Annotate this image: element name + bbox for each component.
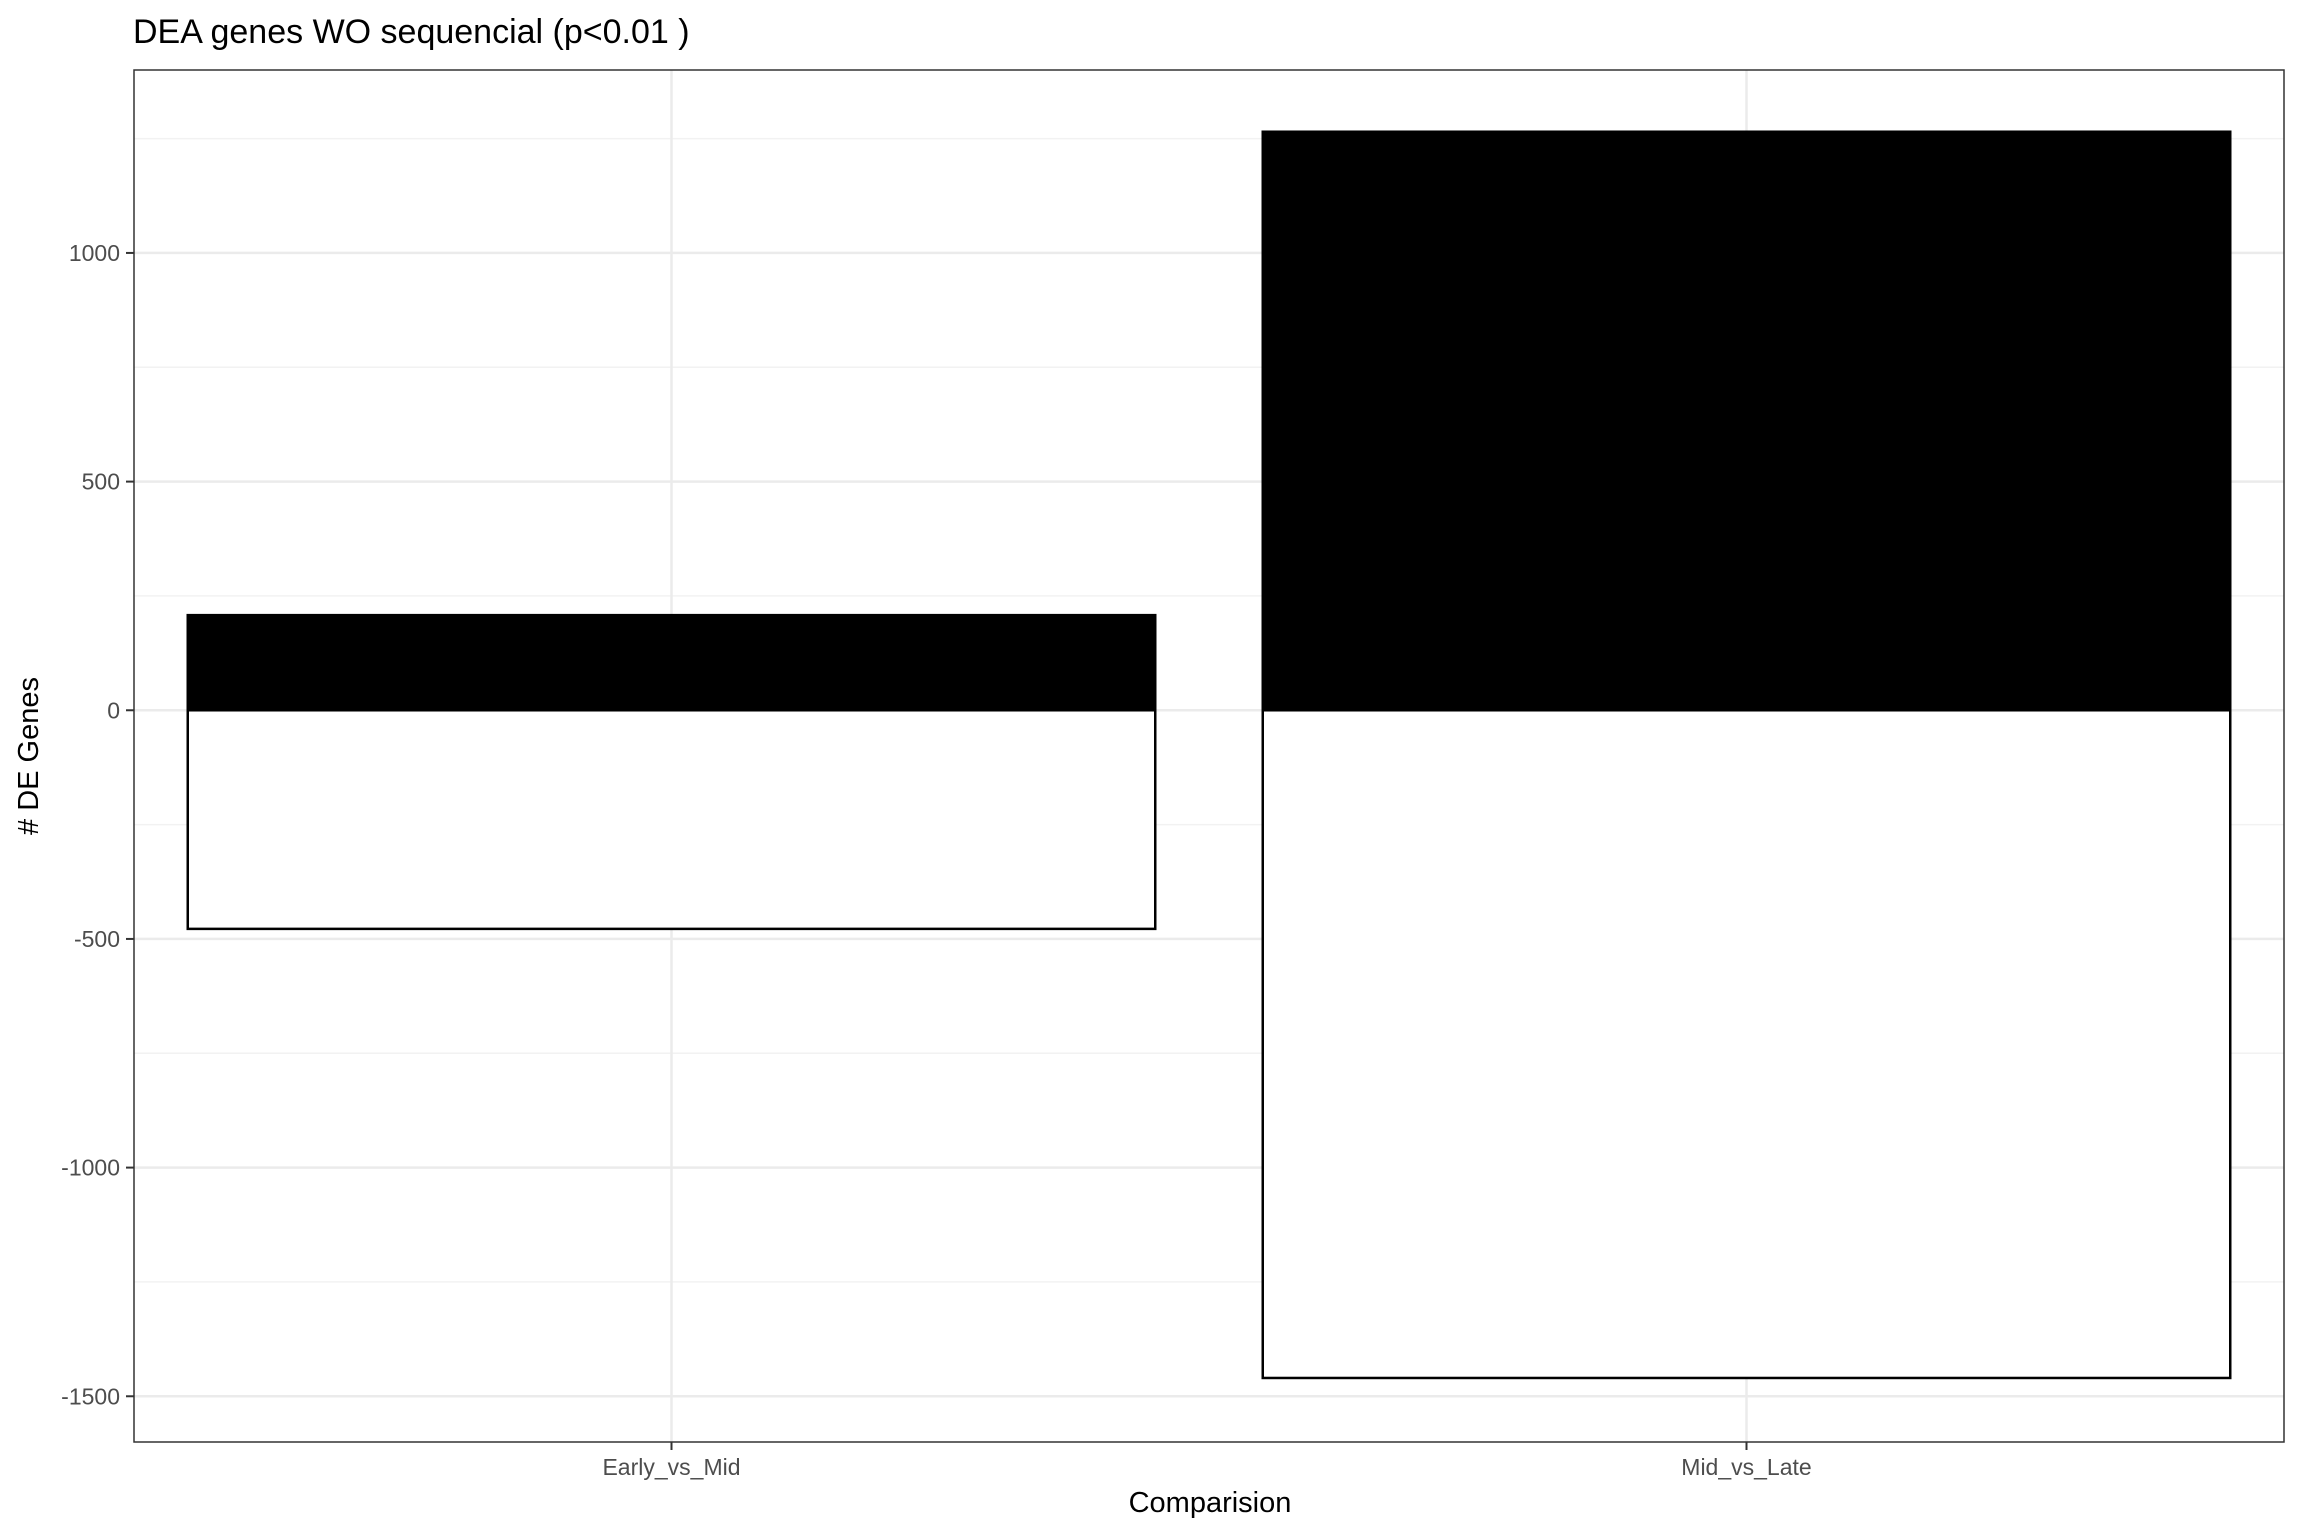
y-axis: -1500 -1000 -500 0 500 1000 <box>61 240 134 1409</box>
bar-Early_vs_Mid-up <box>186 613 1157 712</box>
bar-Early_vs_Mid-down <box>186 709 1157 931</box>
panel-border <box>133 69 2285 1443</box>
y-tick-label: 1000 <box>69 240 120 266</box>
chart-title: DEA genes WO sequencial (p<0.01 ) <box>133 13 690 51</box>
bar-Mid_vs_Late-up <box>1261 130 2232 712</box>
y-tick-label: -1000 <box>61 1155 120 1181</box>
x-axis: Early_vs_Mid Mid_vs_Late <box>602 1442 1812 1480</box>
y-tick-label: -1500 <box>61 1383 120 1409</box>
x-tick-label: Mid_vs_Late <box>1681 1454 1811 1480</box>
y-tick-label: 0 <box>107 697 120 723</box>
y-tick-label: -500 <box>74 926 120 952</box>
y-axis-title: # DE Genes <box>13 677 45 835</box>
bars <box>186 130 2232 1380</box>
bar-Mid_vs_Late-down <box>1261 709 2232 1380</box>
x-axis-title: Comparision <box>1129 1487 1292 1519</box>
y-tick-label: 500 <box>82 469 120 495</box>
x-tick-label: Early_vs_Mid <box>602 1454 740 1480</box>
